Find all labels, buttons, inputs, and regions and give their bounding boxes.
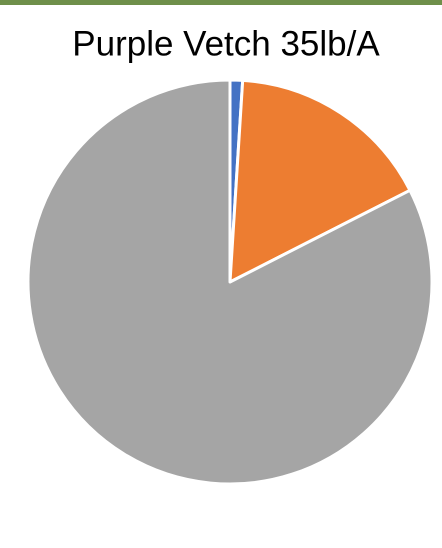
pie-slice [228,78,412,284]
pie-slice [26,78,434,486]
chart-title: Purple Vetch 35lb/A [72,24,380,63]
top-strip [0,0,442,5]
